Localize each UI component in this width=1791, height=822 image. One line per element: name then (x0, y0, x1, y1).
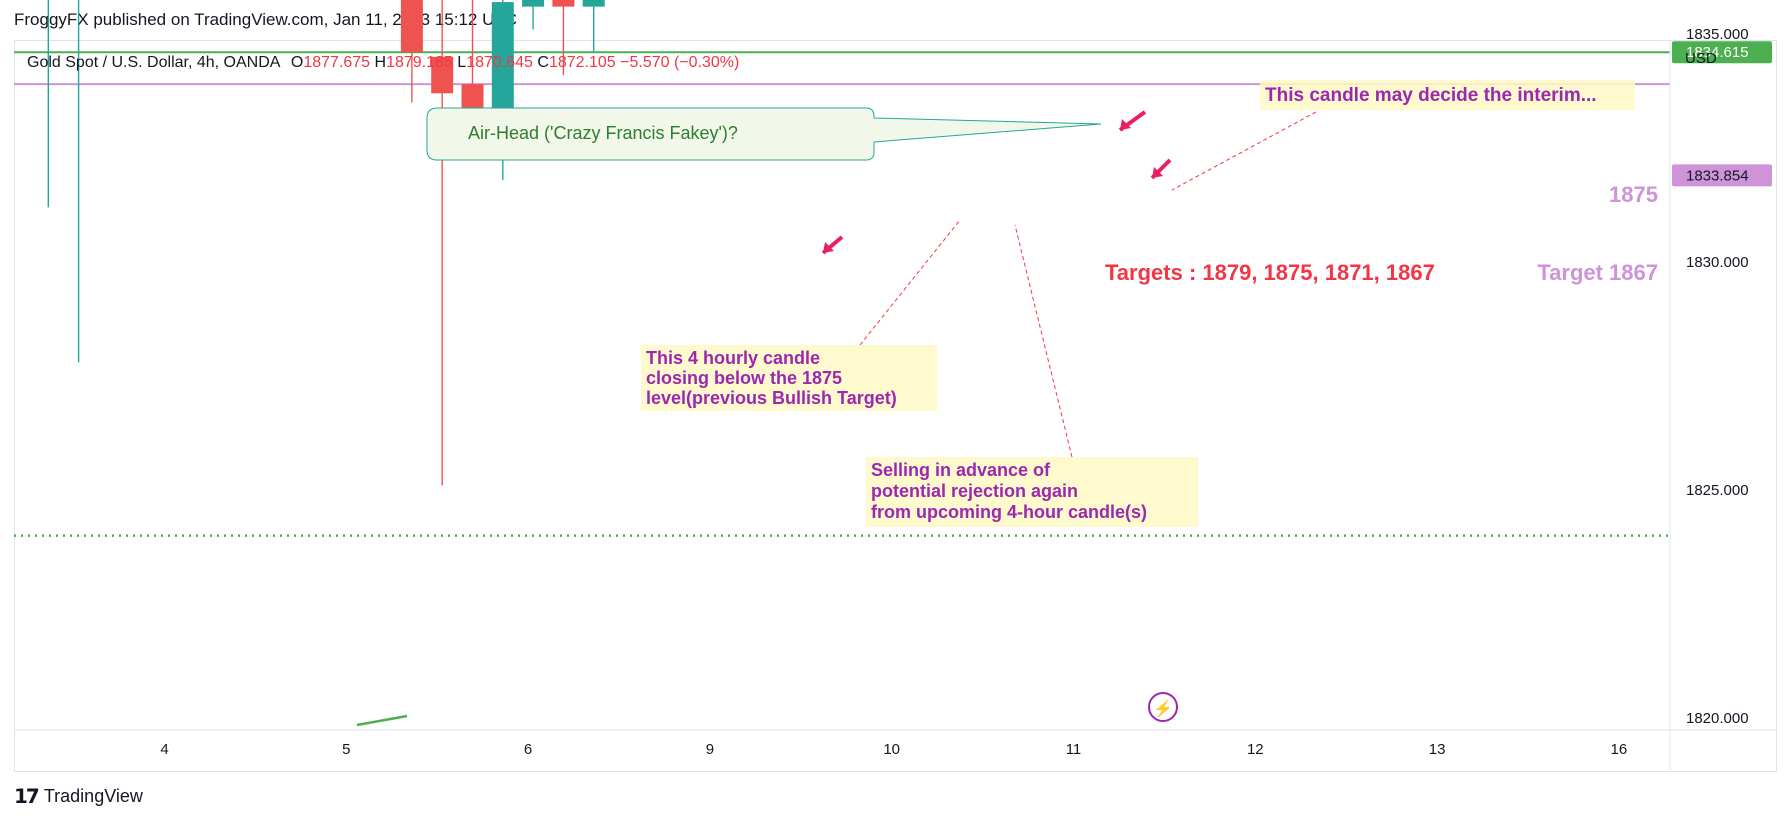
x-tick-label: 9 (706, 741, 714, 758)
lightning-icon: ⚡ (1153, 699, 1173, 718)
brand-name: TradingView (43, 786, 143, 806)
hourly-label: This 4 hourly candle (646, 348, 820, 368)
selling-label: potential rejection again (871, 481, 1078, 501)
hourly-label: level(previous Bullish Target) (646, 388, 897, 408)
footer-brand[interactable]: 𝟭𝟳 TradingView (14, 784, 143, 809)
selling-box (866, 457, 1198, 527)
trend-stroke (356, 714, 408, 727)
event-circle-icon (1148, 692, 1178, 722)
x-tick-label: 12 (1247, 741, 1264, 758)
close-value: 1872.105 (548, 54, 616, 71)
x-tick-label: 11 (1066, 741, 1082, 758)
level-1875-label: 1875 (1609, 182, 1658, 207)
candles-layer (47, 0, 605, 486)
x-tick-label: 5 (342, 741, 350, 758)
x-tick-label: 10 (883, 741, 900, 758)
y-tick-label: 1825.000 (1686, 482, 1749, 499)
hourly-box (641, 345, 937, 411)
targets-label: Targets : 1879, 1875, 1871, 1867 (1105, 260, 1435, 285)
arrow-head-icon (1120, 119, 1131, 130)
price-label-bg (1672, 41, 1772, 64)
candle-body (431, 56, 454, 94)
x-tick-label: 13 (1429, 741, 1446, 758)
open-value: 1877.675 (303, 54, 371, 71)
hourly-connector (859, 219, 961, 346)
publish-header: FroggyFX published on TradingView.com, J… (14, 10, 518, 29)
annotations-layer: 1875 Targets : 1879, 1875, 1871, 1867 Targ… (356, 80, 1658, 727)
target-1867-label: Target 1867 (1537, 260, 1658, 285)
price-axis: 1820.0001825.0001830.0001835.0001840.000… (1669, 26, 1772, 770)
y-tick-label: 1820.000 (1686, 710, 1749, 727)
candle (47, 0, 49, 208)
x-tick-label: 4 (160, 741, 168, 758)
candle-body (552, 0, 575, 7)
high-value: 1879.185 (386, 54, 453, 71)
change-value: −5.570 (−0.30%) (620, 54, 740, 71)
tradingview-logo-icon: 𝟭𝟳 (14, 786, 40, 808)
chart-frame[interactable] (14, 40, 1777, 772)
interim-label: This candle may decide the interim... (1265, 85, 1597, 106)
price-label: 1834.615 (1686, 44, 1749, 61)
candle (552, 0, 575, 76)
candle (431, 0, 454, 486)
low-value: 1870.645 (466, 54, 533, 71)
candle (77, 0, 80, 363)
candle-body (400, 0, 423, 53)
candle-body (582, 0, 605, 7)
y-tick-label: 1835.000 (1686, 26, 1749, 43)
interim-box (1260, 80, 1635, 110)
selling-label: Selling in advance of (871, 460, 1051, 480)
selling-label: from upcoming 4-hour candle(s) (871, 502, 1147, 522)
candle (522, 0, 545, 30)
air-head-callout (426, 107, 1102, 161)
time-axis: 4 5 6 9 10 11 12 13 16 (14, 729, 1777, 758)
candle-body (522, 0, 545, 7)
x-tick-label: 16 (1611, 741, 1628, 758)
hourly-label: closing below the 1875 (646, 368, 842, 388)
currency-label[interactable]: USD (1685, 50, 1717, 67)
price-label-bg (1672, 164, 1772, 187)
y-tick-label: 1830.000 (1686, 254, 1749, 271)
air-head-label: Air-Head ('Crazy Francis Fakey')? (468, 123, 738, 143)
x-tick-label: 6 (524, 741, 532, 758)
arrow-head-icon (1152, 167, 1163, 178)
symbol-legend[interactable]: Gold Spot / U.S. Dollar, 4h, OANDA O1877… (27, 54, 740, 71)
interim-connector (1171, 111, 1317, 191)
candle (400, 0, 423, 103)
arrow-head-icon (823, 242, 834, 253)
candle (582, 0, 605, 53)
selling-connector (1014, 224, 1073, 458)
price-label: 1833.854 (1686, 167, 1749, 184)
symbol-name: Gold Spot / U.S. Dollar, 4h, OANDA (27, 54, 281, 71)
